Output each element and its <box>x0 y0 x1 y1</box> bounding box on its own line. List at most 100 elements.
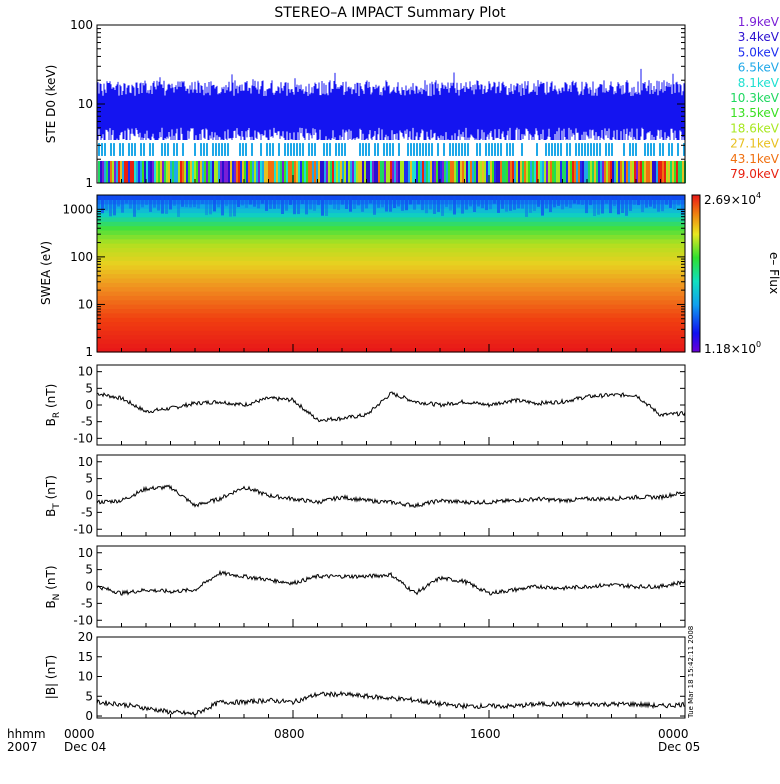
legend-entry-6.5keV: 6.5keV <box>738 61 780 75</box>
ste-low-band-stripe <box>596 160 598 183</box>
ste-mid-band-stripe <box>215 143 217 156</box>
ste-mid-band-stripe <box>467 143 469 156</box>
swea-texture-column <box>473 195 476 212</box>
swea-texture-column <box>401 195 404 211</box>
ste-low-band-stripe <box>546 160 548 183</box>
swea-ytick-label-3: 1000 <box>62 202 93 216</box>
ste-low-band-stripe <box>168 160 170 183</box>
ste-mid-band-stripe <box>554 143 556 156</box>
ste-low-band-stripe <box>606 160 608 183</box>
ste-low-band-stripe <box>170 160 172 183</box>
ste-mid-band-stripe <box>224 143 226 156</box>
swea-energy-row <box>97 308 685 314</box>
ste-mid-band-stripe <box>272 143 274 156</box>
ste-mid-band-stripe <box>218 143 220 156</box>
ste-ylabel: STE D0 (keV) <box>44 65 58 144</box>
ste-low-band-stripe <box>254 160 256 183</box>
ste-low-band-stripe <box>372 160 374 183</box>
swea-texture-column <box>213 195 216 212</box>
swea-ytick-label-2: 100 <box>70 250 93 264</box>
ste-low-band-stripe <box>304 160 306 183</box>
ste-mid-band-stripe <box>599 143 601 156</box>
swea-texture-column <box>429 195 432 210</box>
swea-texture-column <box>313 195 316 211</box>
ste-low-band-stripe <box>310 160 312 183</box>
ste-mid-band-stripe <box>677 143 679 156</box>
swea-energy-row <box>97 304 685 309</box>
legend-entry-3.4keV: 3.4keV <box>738 30 780 44</box>
ste-low-band-stripe <box>224 160 226 183</box>
swea-energy-row <box>97 338 685 344</box>
swea-energy-row <box>97 290 685 296</box>
ste-mid-band-stripe <box>560 143 562 156</box>
ste-low-band-stripe <box>634 160 636 183</box>
date-label-end: Dec 05 <box>658 740 700 754</box>
swea-texture-column <box>465 195 468 210</box>
ste-low-band-stripe <box>178 160 180 183</box>
ste-low-band-stripe <box>464 160 466 183</box>
legend-entry-18.6keV: 18.6keV <box>730 121 780 135</box>
swea-texture-column <box>297 195 300 215</box>
ste-low-band-stripe <box>624 160 626 183</box>
swea-texture-column <box>353 195 356 209</box>
ste-low-band-stripe <box>476 160 478 183</box>
ste-low-band-stripe <box>202 160 204 183</box>
ste-low-band-stripe <box>578 160 580 183</box>
swea-texture-column <box>489 195 492 210</box>
swea-texture-column <box>217 195 220 208</box>
bn-ytick-label-3: -5 <box>81 596 93 610</box>
bn-ytick-label-4: -10 <box>73 613 93 627</box>
swea-energy-row <box>97 264 685 270</box>
swea-texture-column <box>337 195 340 210</box>
ste-ytick-label-0: 1 <box>85 176 93 190</box>
ste-mid-band-stripe <box>593 143 595 156</box>
swea-energy-row <box>97 317 685 323</box>
ste-mid-band-stripe <box>176 143 178 156</box>
swea-texture-column <box>241 195 244 206</box>
swea-texture-column <box>325 195 328 216</box>
ste-low-band-stripe <box>350 160 352 183</box>
ste-low-band-stripe <box>574 160 576 183</box>
ste-low-band-stripe <box>478 160 480 183</box>
ste-low-band-stripe <box>176 160 178 183</box>
ste-mid-band-stripe <box>509 143 511 156</box>
bt-ytick-label-4: -10 <box>73 522 93 536</box>
ste-low-band-stripe <box>398 160 400 183</box>
ste-mid-band-stripe <box>497 143 499 156</box>
ste-low-band-stripe <box>512 160 514 183</box>
ste-low-band-stripe <box>422 160 424 183</box>
ste-mid-band-stripe <box>140 143 142 156</box>
ste-low-band-stripe <box>342 160 344 183</box>
ste-low-band-stripe <box>620 160 622 183</box>
bt-ylabel: BT (nT) <box>44 475 62 517</box>
legend-entry-79.0keV: 79.0keV <box>730 167 780 181</box>
legend-entry-10.3keV: 10.3keV <box>730 91 780 105</box>
ste-mid-band-stripe <box>182 143 184 156</box>
ste-low-band-stripe <box>148 160 150 183</box>
swea-texture-column <box>177 195 180 217</box>
ste-mid-band-stripe <box>386 143 388 156</box>
ste-mid-band-stripe <box>299 143 301 156</box>
ste-low-band-stripe <box>262 160 264 183</box>
ste-low-band-stripe <box>642 160 644 183</box>
ste-mid-band-stripe <box>389 143 391 156</box>
swea-texture-column <box>365 195 368 209</box>
swea-texture-column <box>261 195 264 204</box>
ste-low-band-stripe <box>576 160 578 183</box>
ste-low-band-stripe <box>554 160 556 183</box>
ste-low-band-stripe <box>120 160 122 183</box>
ste-low-band-stripe <box>420 160 422 183</box>
ste-mid-band-stripe <box>422 143 424 156</box>
ste-low-band-stripe <box>266 160 268 183</box>
ste-mid-band-stripe <box>314 143 316 156</box>
swea-texture-column <box>457 195 460 208</box>
ste-low-band-stripe <box>460 160 462 183</box>
swea-texture-column <box>309 195 312 210</box>
ste-mid-band-stripe <box>392 143 394 156</box>
time-axis-corner-top: hhmm <box>7 727 46 741</box>
ste-low-band-stripe <box>352 160 354 183</box>
swea-texture-column <box>369 195 372 204</box>
ste-blue-traces <box>97 68 685 140</box>
ste-mid-band-stripe <box>302 143 304 156</box>
